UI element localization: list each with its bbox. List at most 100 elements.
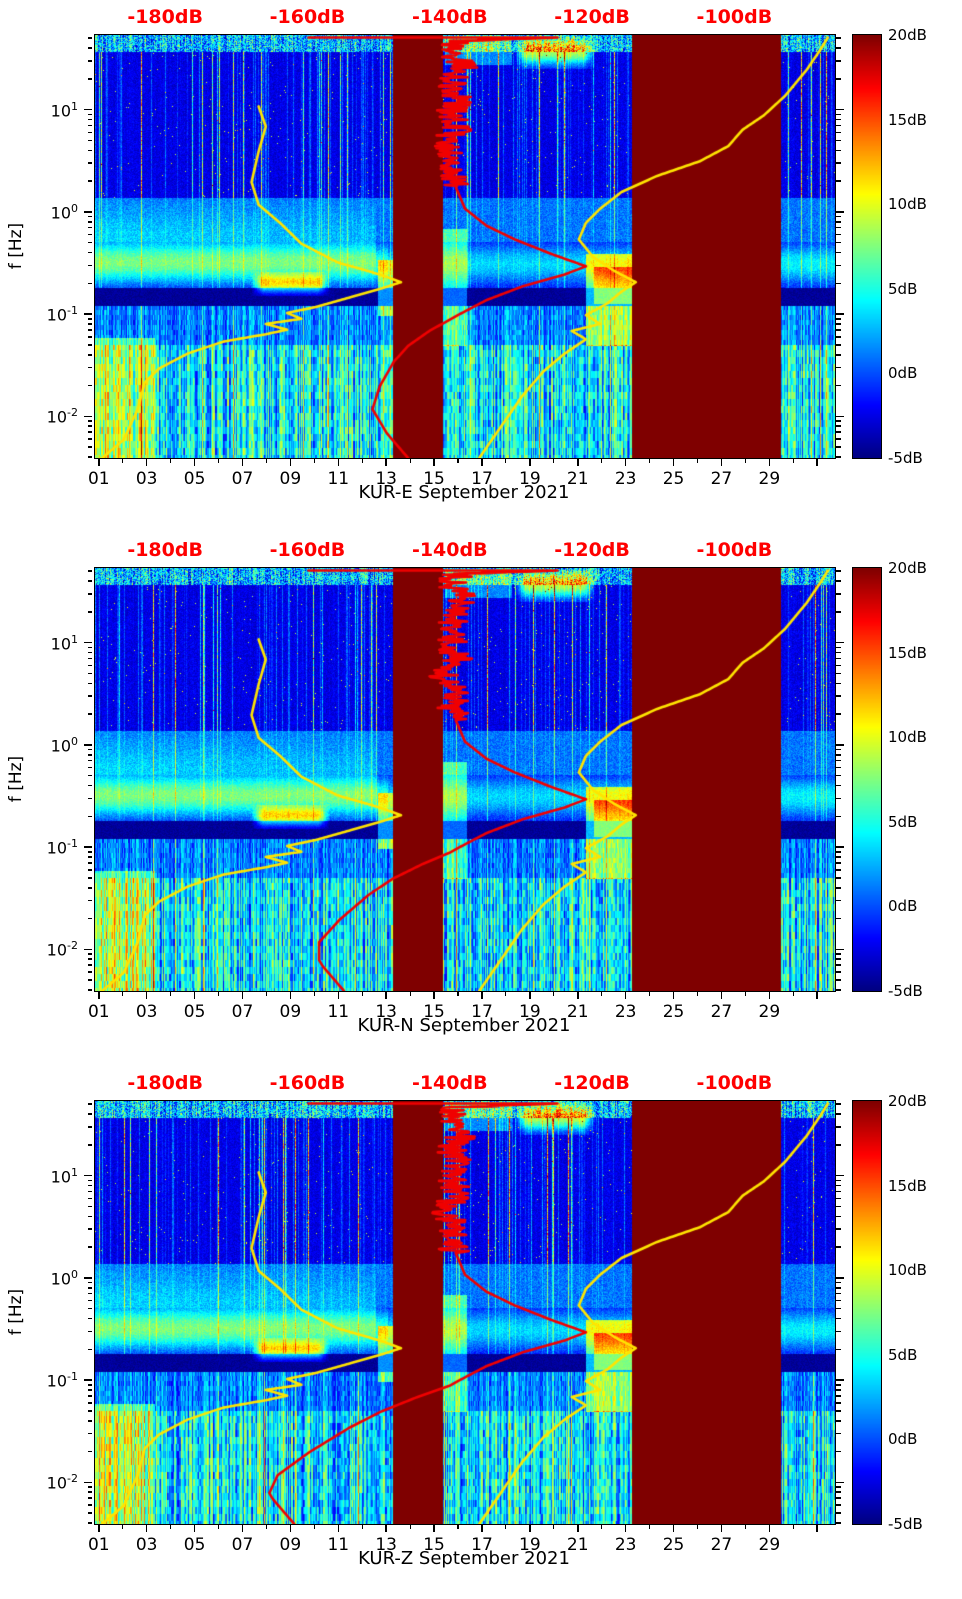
y-minor-tick-right	[836, 323, 841, 325]
x-minor-tick	[409, 459, 411, 463]
y-tick-label: 101	[50, 632, 78, 653]
colorbar-tick-label: 20dB	[888, 559, 927, 577]
y-minor-tick-right	[836, 748, 841, 751]
x-minor-tick	[217, 459, 220, 463]
y-minor-tick	[87, 1402, 92, 1404]
y-minor-tick	[87, 672, 92, 675]
y-minor-tick-right	[836, 958, 841, 960]
y-minor-tick	[87, 1205, 92, 1208]
y-minor-tick-right	[836, 570, 841, 572]
x-tick-label: 23	[614, 469, 637, 489]
colorbar-tick-label: 20dB	[888, 26, 927, 44]
x-tick-label: 29	[758, 1535, 781, 1555]
y-minor-tick	[87, 37, 92, 39]
y-minor-tick	[87, 877, 92, 879]
x-major-tick	[768, 459, 771, 466]
y-minor-tick-right	[836, 1330, 841, 1333]
x-major-tick	[145, 459, 148, 466]
y-minor-tick	[87, 431, 92, 433]
y-minor-tick-right	[836, 162, 841, 164]
y-axis-label: f [Hz]	[6, 755, 26, 802]
y-minor-tick	[87, 1491, 92, 1493]
y-minor-tick	[87, 118, 92, 121]
y-minor-tick	[87, 1348, 92, 1351]
x-minor-tick	[170, 992, 172, 996]
y-minor-tick	[87, 318, 92, 320]
y-minor-tick-right	[836, 1197, 841, 1200]
x-tick-label: 01	[87, 1002, 110, 1022]
y-major-tick-right	[836, 415, 844, 418]
y-major-tick	[84, 211, 92, 213]
panel-title: KUR-Z September 2021	[358, 1548, 570, 1569]
x-minor-tick	[553, 459, 555, 463]
y-minor-tick-right	[836, 241, 841, 244]
y-minor-tick	[87, 917, 92, 920]
x-tick-label: 25	[662, 469, 685, 489]
y-major-tick	[84, 1174, 92, 1177]
x-major-tick	[98, 459, 100, 466]
y-minor-tick-right	[836, 1144, 841, 1146]
x-minor-tick	[122, 992, 124, 996]
y-minor-tick-right	[836, 953, 841, 955]
y-major-tick-right	[836, 1174, 844, 1177]
x-tick-label: 17	[471, 1535, 493, 1555]
y-minor-tick-right	[836, 611, 841, 613]
y-minor-tick-right	[836, 1103, 841, 1105]
y-minor-tick	[87, 78, 92, 80]
x-major-tick	[241, 992, 244, 999]
x-tick-label: 27	[710, 1535, 733, 1555]
x-tick-label: 05	[183, 1002, 206, 1022]
y-minor-tick	[87, 611, 92, 613]
y-minor-tick	[87, 1450, 92, 1453]
y-minor-tick	[87, 1281, 92, 1284]
colorbar-tick-label: 0dB	[888, 897, 918, 916]
x-minor-tick	[313, 459, 315, 463]
y-minor-tick-right	[836, 917, 841, 920]
x-major-tick	[624, 992, 627, 999]
x-minor-tick	[505, 992, 507, 996]
y-major-tick-right	[836, 641, 844, 644]
y-tick-label: 100	[50, 1267, 78, 1289]
y-minor-tick	[87, 1299, 92, 1302]
y-minor-tick	[87, 1215, 92, 1218]
y-minor-tick-right	[836, 989, 841, 991]
x-tick-label: 19	[519, 1002, 541, 1022]
x-major-tick	[337, 1525, 340, 1532]
x-minor-tick	[457, 1525, 459, 1529]
y-minor-tick	[87, 856, 92, 858]
x-tick-label: 15	[423, 469, 445, 489]
plot-area	[94, 1100, 836, 1525]
y-minor-tick	[87, 646, 92, 649]
colorbar-tick-label: -5dB	[888, 1515, 923, 1533]
y-minor-tick	[87, 784, 92, 787]
y-minor-tick-right	[836, 784, 841, 787]
x-minor-tick	[553, 992, 555, 996]
y-minor-tick-right	[836, 1307, 841, 1310]
y-minor-tick-right	[836, 180, 841, 182]
y-major-tick	[84, 846, 92, 848]
y-minor-tick-right	[836, 215, 841, 218]
y-minor-tick	[87, 869, 92, 871]
panel-title: KUR-N September 2021	[357, 1015, 571, 1036]
colorbar-tick-label: 0dB	[888, 1430, 918, 1449]
y-minor-tick-right	[836, 664, 841, 667]
x-major-tick	[624, 459, 627, 466]
x-tick-label: 15	[423, 1535, 445, 1555]
colorbar-tick-label: 15dB	[888, 643, 927, 662]
y-major-tick	[84, 1481, 92, 1484]
x-minor-tick	[792, 1525, 794, 1529]
y-minor-tick	[87, 580, 92, 582]
y-major-tick	[84, 1277, 92, 1279]
y-minor-tick-right	[836, 1348, 841, 1351]
x-minor-tick	[361, 992, 363, 996]
x-major-tick	[768, 1525, 771, 1532]
y-minor-tick	[87, 797, 92, 800]
y-minor-tick-right	[836, 964, 841, 966]
x-minor-tick	[601, 459, 603, 463]
y-minor-tick	[87, 1184, 92, 1187]
y-minor-tick	[87, 438, 92, 440]
top-axis-db-label: -140dB	[411, 6, 488, 28]
overlay-curves-canvas	[95, 35, 835, 458]
y-minor-tick	[87, 759, 92, 762]
